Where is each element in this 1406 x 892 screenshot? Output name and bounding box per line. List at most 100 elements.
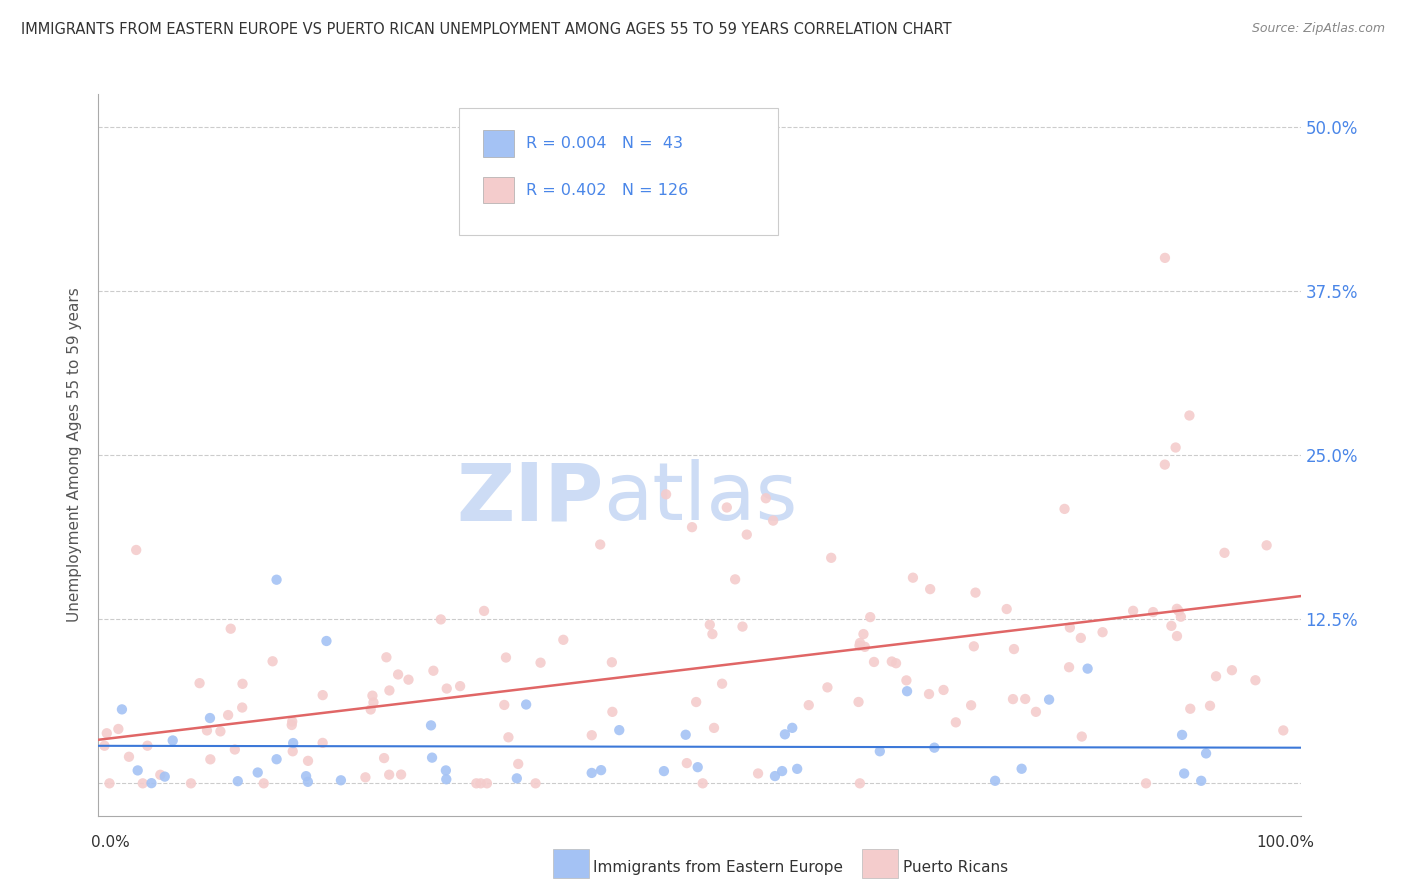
- Text: 0.0%: 0.0%: [91, 836, 131, 850]
- Point: [387, 667, 409, 681]
- Point: [1180, 702, 1202, 716]
- Text: Immigrants from Eastern Europe: Immigrants from Eastern Europe: [593, 860, 844, 874]
- Point: [995, 602, 1018, 616]
- Point: [136, 739, 159, 753]
- Point: [434, 772, 457, 787]
- Point: [524, 776, 547, 790]
- Point: [141, 776, 163, 790]
- Point: [884, 657, 907, 671]
- Point: [153, 770, 176, 784]
- Point: [747, 766, 769, 780]
- Y-axis label: Unemployment Among Ages 55 to 59 years: Unemployment Among Ages 55 to 59 years: [67, 287, 83, 623]
- FancyBboxPatch shape: [484, 177, 515, 203]
- Point: [880, 655, 903, 669]
- Point: [655, 487, 678, 501]
- Point: [363, 696, 385, 710]
- Point: [1038, 692, 1060, 706]
- Point: [731, 619, 754, 633]
- Point: [295, 769, 318, 783]
- Point: [1256, 538, 1278, 552]
- Point: [853, 640, 876, 654]
- Point: [420, 750, 443, 764]
- Point: [755, 491, 778, 506]
- Text: Puerto Ricans: Puerto Ricans: [903, 860, 1008, 874]
- Point: [226, 774, 249, 789]
- Point: [1205, 669, 1227, 683]
- Point: [699, 617, 721, 632]
- Point: [675, 756, 697, 771]
- Point: [280, 718, 302, 732]
- Point: [589, 537, 612, 551]
- Point: [434, 764, 457, 778]
- Point: [581, 766, 603, 780]
- Text: ZIP: ZIP: [456, 459, 603, 537]
- Point: [849, 776, 872, 790]
- Point: [1160, 619, 1182, 633]
- Point: [1244, 673, 1267, 688]
- Point: [1213, 546, 1236, 560]
- Point: [716, 500, 738, 515]
- Point: [1011, 762, 1033, 776]
- FancyBboxPatch shape: [484, 130, 515, 156]
- Point: [361, 689, 384, 703]
- Point: [920, 582, 942, 596]
- Point: [863, 655, 886, 669]
- Point: [1164, 441, 1187, 455]
- Point: [1057, 660, 1080, 674]
- Point: [602, 705, 624, 719]
- Point: [132, 776, 155, 790]
- Point: [849, 636, 872, 650]
- Point: [200, 752, 222, 766]
- Point: [311, 736, 333, 750]
- Point: [93, 739, 115, 753]
- Point: [253, 776, 276, 790]
- Point: [1272, 723, 1295, 738]
- Point: [149, 768, 172, 782]
- Point: [180, 776, 202, 790]
- Point: [529, 656, 551, 670]
- Point: [924, 740, 946, 755]
- Point: [470, 776, 492, 790]
- Point: [675, 728, 697, 742]
- Point: [852, 627, 875, 641]
- Point: [1220, 663, 1243, 677]
- Point: [963, 640, 986, 654]
- Point: [420, 718, 443, 732]
- Point: [430, 612, 453, 626]
- Point: [515, 698, 537, 712]
- Point: [111, 702, 134, 716]
- Point: [283, 736, 305, 750]
- Point: [360, 702, 382, 716]
- Point: [859, 610, 882, 624]
- Point: [209, 724, 232, 739]
- Point: [297, 774, 319, 789]
- Point: [685, 695, 707, 709]
- Point: [1025, 705, 1047, 719]
- Point: [896, 684, 918, 698]
- Point: [389, 767, 412, 781]
- Point: [297, 754, 319, 768]
- Point: [217, 708, 239, 723]
- Text: R = 0.004   N =  43: R = 0.004 N = 43: [526, 136, 683, 151]
- Text: IMMIGRANTS FROM EASTERN EUROPE VS PUERTO RICAN UNEMPLOYMENT AMONG AGES 55 TO 59 : IMMIGRANTS FROM EASTERN EUROPE VS PUERTO…: [21, 22, 952, 37]
- Point: [224, 742, 246, 756]
- Point: [815, 681, 838, 695]
- Point: [1135, 776, 1157, 790]
- Point: [494, 698, 516, 712]
- Point: [1002, 642, 1025, 657]
- Text: Source: ZipAtlas.com: Source: ZipAtlas.com: [1251, 22, 1385, 36]
- Point: [127, 764, 149, 778]
- Point: [195, 723, 218, 738]
- Point: [692, 776, 714, 790]
- Point: [378, 683, 401, 698]
- Point: [1199, 698, 1222, 713]
- Text: 100.0%: 100.0%: [1257, 836, 1315, 850]
- Point: [262, 654, 284, 668]
- FancyBboxPatch shape: [458, 108, 778, 235]
- Point: [1014, 692, 1036, 706]
- Point: [848, 695, 870, 709]
- Point: [162, 733, 184, 747]
- Point: [1171, 728, 1194, 742]
- Point: [231, 677, 253, 691]
- Point: [984, 773, 1007, 788]
